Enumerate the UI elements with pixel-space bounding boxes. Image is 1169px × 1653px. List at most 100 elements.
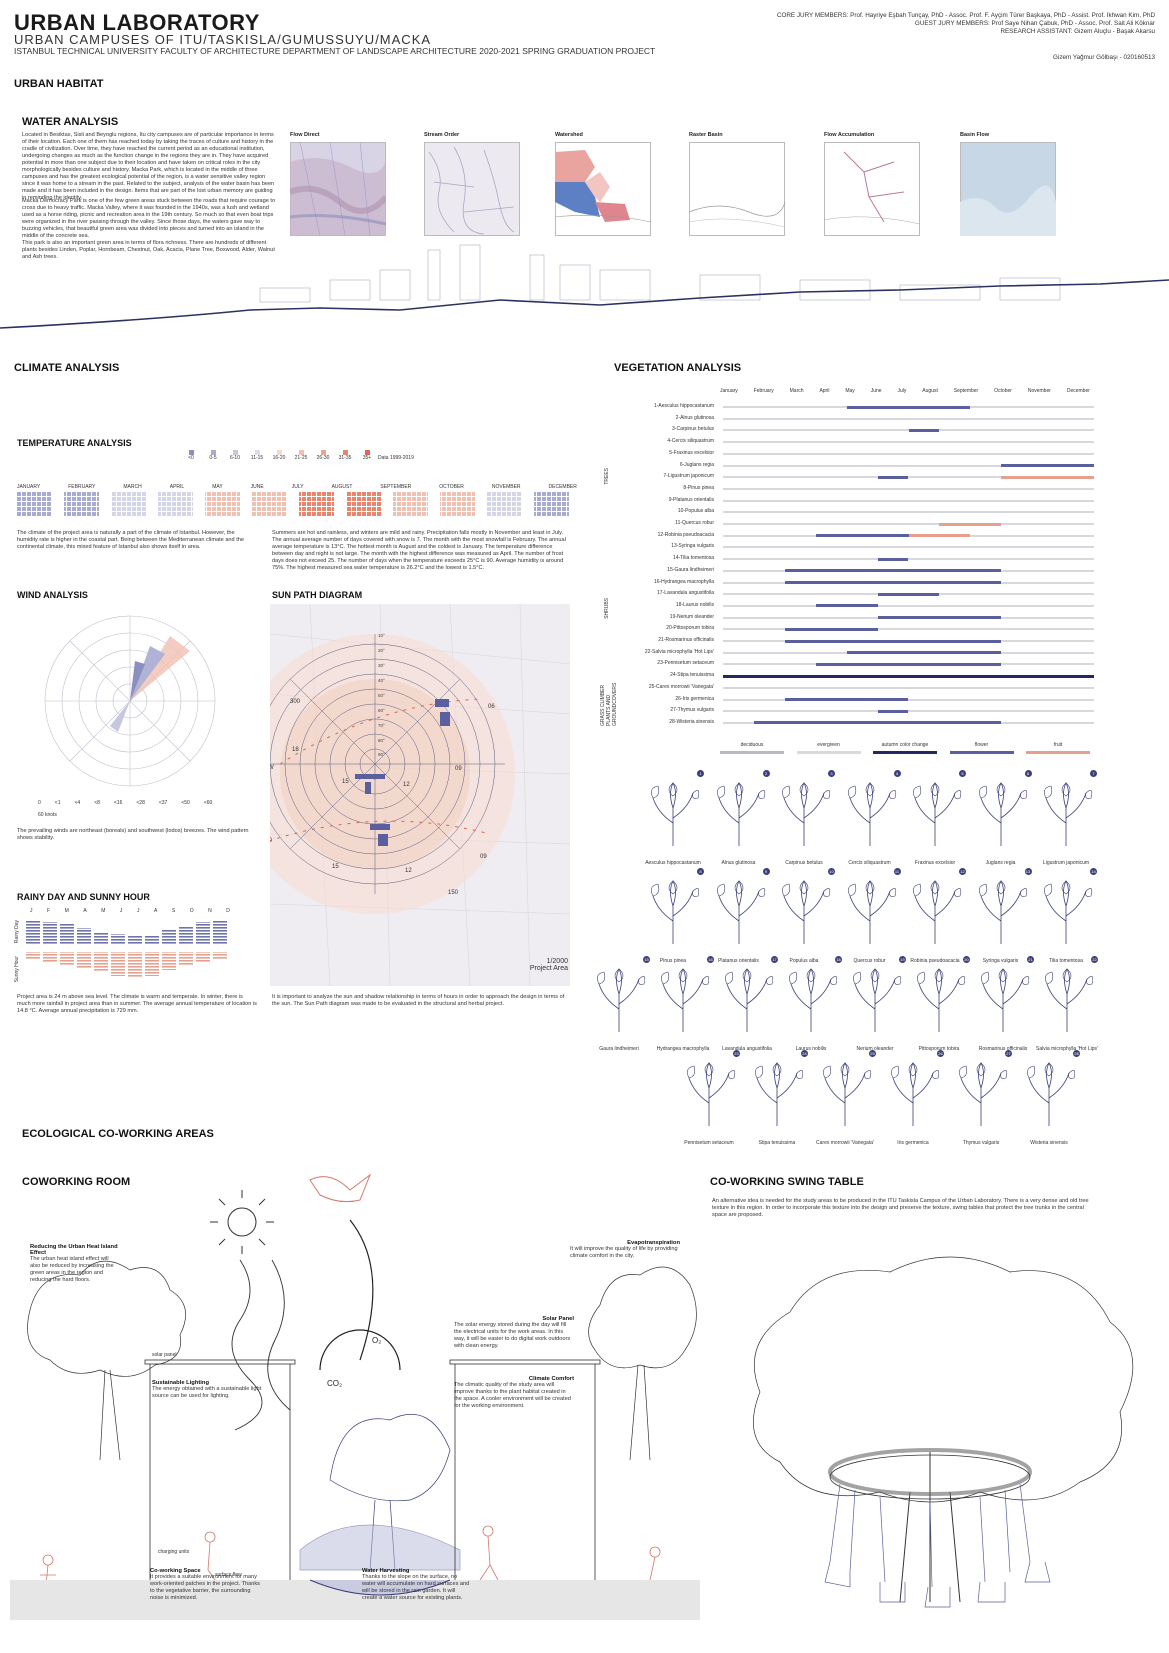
surface-flow-label: surface flow	[215, 1572, 242, 1578]
map-stream-order: Stream Order	[424, 132, 520, 236]
plant-number: 22	[1091, 956, 1098, 963]
flower-period	[784, 627, 878, 631]
vegetation-track	[723, 534, 1094, 538]
vegetation-row: 18-Laurus nobilis	[614, 601, 1094, 611]
vegetation-track	[723, 651, 1094, 655]
vegetation-row-label: 12-Robinia pseudoacacia	[657, 531, 714, 538]
plant-illustration: 27 Thymus vulgaris	[948, 1050, 1014, 1146]
wind-legend: 0 <1 <4 <8 <16 <28 <37 <50 <60 60 knots	[38, 800, 213, 818]
sun-axis-label: Sunny Hour	[14, 956, 20, 983]
altitude-label: 60°	[378, 708, 385, 713]
plant-illustration: 16 Hydrangea macrophylla	[650, 956, 716, 1052]
vegetation-row-label: 14-Tilia tomentosa	[673, 555, 714, 562]
plant-drawing-icon	[789, 968, 838, 1032]
vegetation-row-label: 8-Pinus pinea	[683, 484, 714, 491]
flower-period	[877, 475, 909, 479]
plant-label: Wisteria sinensis	[1030, 1140, 1068, 1146]
sun-icon	[210, 1190, 274, 1254]
plant-number: 5	[959, 770, 966, 777]
fruit-period	[939, 522, 1002, 526]
vegetation-row-label: 1-Aesculus hippocastanum	[653, 403, 714, 409]
vegetation-track	[723, 709, 1094, 713]
rain-axis-label: Rainy Day	[14, 920, 20, 944]
plant-number: 11	[893, 868, 901, 875]
wind-heading: WIND ANALYSIS	[17, 590, 88, 600]
plant-label: Salvia microphylla 'Hot Lips'	[1036, 1046, 1098, 1052]
bird-icon	[309, 1173, 372, 1203]
vegetation-row-label: 21-Rosmarinus officinalis	[658, 637, 714, 643]
temperature-legend: <0 0-5 6-10 11-15 16-20 21-25 26-30 31-3…	[180, 450, 428, 461]
vegetation-row: 12-Robinia pseudoacacia	[614, 531, 1094, 541]
plant-number: 3	[828, 770, 835, 777]
altitude-label: 80°	[378, 738, 385, 743]
vegetation-row: 20-Pittosporum tobira	[614, 624, 1094, 634]
page-subtitle: URBAN CAMPUSES OF ITU/TASKISLA/GUMUSSUYU…	[14, 32, 432, 47]
plant-label: Fraxinus excelsior	[914, 860, 956, 866]
plant-number: 24	[801, 1050, 808, 1057]
plant-number: 28	[1073, 1050, 1080, 1057]
plant-label: Cercis siliquastrum	[848, 860, 891, 866]
central-tree	[329, 1413, 451, 1502]
research-assistant: RESEARCH ASSISTANT: Gizem Aluçlu - Başak…	[1000, 28, 1155, 35]
vegetation-track	[723, 604, 1094, 608]
annotation-climate-comfort: Climate Comfort The climatic quality of …	[454, 1376, 574, 1409]
vegetation-row: 8-Pinus pinea	[614, 484, 1094, 494]
sun-09b-label: 09	[480, 854, 487, 860]
plant-label: Nerium oleander	[856, 1046, 894, 1052]
plant-label: Pittosporum tobira	[918, 1046, 960, 1052]
plant-drawing-icon	[981, 968, 1030, 1032]
plant-illustration: 24 Stipa tenuissima	[744, 1050, 810, 1146]
plant-illustration: 20 Pittosporum tobira	[906, 956, 972, 1052]
map-raster-basin: Raster Basin	[689, 132, 785, 236]
altitude-label: 50°	[378, 693, 385, 698]
plant-drawing-icon	[978, 782, 1027, 846]
plant-label: Quercus robur	[853, 958, 886, 964]
plant-label: Populus alba	[789, 958, 819, 964]
basin-flow-map	[960, 142, 1056, 236]
vegetation-row: 5-Fraxinus excelsior	[614, 449, 1094, 459]
vegetation-track	[723, 686, 1094, 689]
water-analysis-heading: WATER ANALYSIS	[22, 116, 119, 128]
sun-300-label: 300	[290, 699, 301, 705]
plant-number: 13	[1024, 868, 1032, 875]
plant-illustration: 19 Nerium oleander	[842, 956, 908, 1052]
flower-period	[815, 604, 878, 608]
plant-drawing-icon	[782, 782, 831, 846]
vegetation-track	[723, 405, 1094, 409]
vegetation-row: 26-Iris germenica	[614, 695, 1094, 705]
vegetation-row-label: 19-Nerium oleander	[669, 613, 714, 620]
vegetation-row-label: 13-Syringa vulgaris	[671, 543, 714, 550]
plant-label: Ligustrum japonicum	[1042, 860, 1090, 866]
vegetation-track	[723, 557, 1094, 561]
vegetation-track	[723, 639, 1094, 643]
temperature-text-2: Summers are hot and rainless, and winter…	[272, 530, 566, 571]
plant-illustration: 13 Syringa vulgaris	[968, 868, 1034, 964]
vegetation-row-label: 16-Hydrangea macrophylla	[653, 578, 714, 585]
annotation-sustainable-lighting: Sustainable Lighting The energy obtained…	[152, 1380, 262, 1399]
plant-illustration: 25 Carex morrowii 'Variegata'	[812, 1050, 878, 1146]
plant-illustration: 21 Rosmarinus officinalis	[970, 956, 1036, 1052]
vegetation-row: 10-Populus alba	[614, 507, 1094, 517]
plant-number: 17	[771, 956, 778, 963]
plant-drawing-icon	[687, 1062, 736, 1126]
vegetation-row-label: 20-Pittosporum tobira	[666, 625, 714, 632]
annotation-water-harvesting: Water Harvesting Thanks to the slope on …	[362, 1568, 470, 1601]
sun-240-label: 240	[270, 838, 273, 844]
raster-basin-map	[689, 142, 785, 236]
annotation-coworking-space: Co-working Space It provides a suitable …	[150, 1568, 260, 1601]
plant-label: Syringa vulgaris	[982, 958, 1019, 964]
plant-label: Alnus glutinosa	[721, 860, 756, 866]
vegetation-row: 3-Carpinus betulus	[614, 425, 1094, 435]
vegetation-track	[723, 511, 1094, 514]
vegetation-row: 22-Salvia microphylla 'Hot Lips'	[614, 648, 1094, 658]
vegetation-heading: VEGETATION ANALYSIS	[614, 362, 742, 374]
plant-drawing-icon	[1044, 880, 1093, 944]
vegetation-row-label: 28-Wisteria sinensis	[669, 718, 714, 725]
vegetation-track	[723, 721, 1094, 725]
plant-number: 8	[697, 868, 704, 875]
vegetation-row-label: 7-Ligustrum japonicum	[663, 473, 714, 480]
plant-drawing-icon	[847, 782, 896, 846]
vegetation-row: 6-Juglans regia	[614, 461, 1094, 471]
plant-drawing-icon	[1045, 968, 1094, 1032]
